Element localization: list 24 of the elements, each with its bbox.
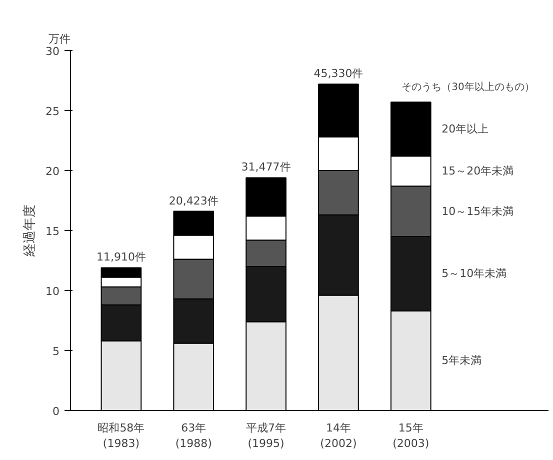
- x-tick-label: 昭和58年 (1983): [98, 422, 145, 450]
- y-tick-label: 0: [52, 405, 60, 418]
- y-tick-label: 15: [46, 225, 60, 238]
- annotation: 20,423件: [168, 194, 218, 208]
- annotation: 45,330件: [314, 67, 364, 80]
- annotation: 11,910件: [96, 250, 146, 264]
- annotation: 31,477件: [241, 160, 291, 174]
- y-tick-label: 5: [52, 345, 60, 358]
- series-label: 15～20年未満: [442, 164, 514, 178]
- x-tick-label: 15年 (2003): [392, 422, 430, 450]
- y-tick-label: 30: [46, 45, 60, 58]
- y-tick-label: 25: [46, 105, 60, 118]
- x-tick-label: 63年 (1988): [175, 422, 212, 450]
- series-label: 5年未満: [442, 354, 482, 368]
- annotation: そのうち（30年以上のもの）: [402, 81, 534, 94]
- series-label: 10～15年未満: [442, 204, 514, 218]
- series-label: 5～10年未満: [442, 267, 507, 280]
- y-tick-label: 20: [46, 165, 60, 178]
- x-tick-label: 平成7年 (1995): [246, 422, 286, 450]
- text: 万件: [48, 32, 70, 46]
- y-axis-title: 経過年度: [22, 204, 38, 258]
- y-tick-label: 10: [46, 285, 60, 298]
- x-tick-label: 14年 (2002): [320, 422, 357, 450]
- series-label: 20年以上: [442, 122, 489, 136]
